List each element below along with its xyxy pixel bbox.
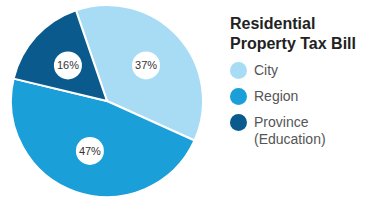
svg-text:37%: 37% — [135, 59, 157, 71]
svg-text:16%: 16% — [57, 59, 79, 71]
html-text:Province (Education): Province (Education) — [254, 114, 326, 147]
html-text:City: City — [254, 62, 279, 78]
html-text:Region: Region — [254, 88, 299, 104]
html-text:Residential Property Tax Bill: Residential Property Tax Bill — [230, 15, 356, 52]
svg-text:47%: 47% — [79, 145, 101, 157]
